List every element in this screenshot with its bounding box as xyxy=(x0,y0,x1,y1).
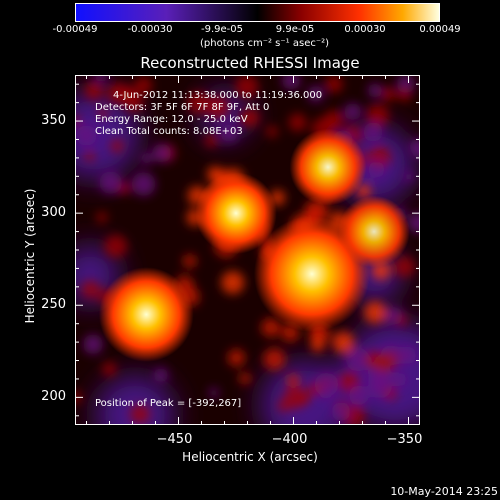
texture-speckle xyxy=(331,402,351,421)
texture-speckle xyxy=(153,367,169,383)
texture-speckle xyxy=(97,107,108,118)
emission-source xyxy=(338,195,410,268)
texture-speckle xyxy=(381,86,397,102)
texture-speckle xyxy=(392,372,407,387)
texture-speckle xyxy=(235,75,259,98)
info-clean-counts: Clean Total counts: 8.08E+03 xyxy=(95,126,243,137)
texture-speckle xyxy=(266,125,278,138)
x-tick-label: −350 xyxy=(386,432,423,447)
texture-speckle xyxy=(394,256,415,278)
texture-speckle xyxy=(363,122,383,142)
texture-speckle xyxy=(403,171,414,182)
info-energy-range: Energy Range: 12.0 - 25.0 keV xyxy=(95,114,248,125)
texture-speckle xyxy=(102,361,117,377)
texture-speckle xyxy=(364,301,387,324)
texture-speckle xyxy=(187,91,210,114)
texture-speckle xyxy=(140,152,153,165)
texture-speckle xyxy=(286,373,300,387)
y-tick-label: 250 xyxy=(41,297,66,313)
texture-speckle xyxy=(84,81,104,100)
timestamp-footer: 10-May-2014 23:25 xyxy=(390,485,498,498)
chart-title: Reconstructed RHESSI Image xyxy=(140,54,360,72)
texture-speckle xyxy=(110,139,124,153)
emission-source xyxy=(98,267,194,362)
texture-speckle xyxy=(206,95,230,119)
texture-speckle xyxy=(130,404,150,424)
texture-speckle xyxy=(407,212,420,234)
texture-speckle xyxy=(134,76,153,95)
texture-speckle xyxy=(94,75,108,83)
texture-speckle xyxy=(307,85,325,103)
texture-speckle xyxy=(366,104,390,128)
texture-speckle xyxy=(221,271,245,294)
texture-speckle xyxy=(364,350,383,369)
texture-speckle xyxy=(282,75,301,90)
texture-speckle xyxy=(288,113,307,132)
texture-speckle xyxy=(83,334,104,355)
texture-speckle xyxy=(319,386,333,400)
texture-speckle xyxy=(120,85,137,102)
texture-speckle xyxy=(398,346,417,365)
texture-speckle xyxy=(349,385,369,406)
texture-speckle xyxy=(239,372,251,385)
texture-speckle xyxy=(344,103,362,121)
texture-speckle xyxy=(263,348,286,371)
texture-speckle xyxy=(76,125,97,146)
x-tick-label: −450 xyxy=(156,432,193,447)
y-axis-label: Heliocentric Y (arcsec) xyxy=(23,188,37,324)
colorbar-unit: (photons cm⁻² s⁻¹ asec⁻²) xyxy=(200,38,330,49)
texture-speckle xyxy=(310,338,325,352)
texture-speckle xyxy=(240,112,252,124)
texture-speckle xyxy=(367,83,383,98)
colorbar-tick-label: -0.00030 xyxy=(127,24,173,35)
x-tick-label: −400 xyxy=(271,432,308,447)
colorbar xyxy=(75,3,440,22)
texture-speckle xyxy=(208,387,219,398)
texture-speckle xyxy=(96,211,108,223)
plot-area xyxy=(75,75,420,425)
peak-position-label: Position of Peak = [-392,267] xyxy=(95,398,242,409)
texture-speckle xyxy=(409,138,420,155)
y-tick-label: 300 xyxy=(41,205,66,221)
texture-speckle xyxy=(152,143,171,163)
texture-speckle xyxy=(397,87,412,102)
texture-speckle xyxy=(325,75,343,93)
texture-speckle xyxy=(81,280,100,299)
texture-speckle xyxy=(307,382,321,396)
texture-speckle xyxy=(131,172,156,197)
texture-speckle xyxy=(183,254,197,268)
texture-speckle xyxy=(368,161,385,178)
texture-speckle xyxy=(277,400,290,412)
emission-source xyxy=(289,128,367,206)
colorbar-tick-label: -9.9e-05 xyxy=(201,24,243,35)
y-tick-label: 200 xyxy=(41,389,66,405)
texture-speckle xyxy=(396,75,416,94)
colorbar-tick-label: 9.9e-05 xyxy=(275,24,315,35)
texture-speckle xyxy=(283,386,307,410)
texture-speckle xyxy=(99,171,122,194)
colorbar-tick-label: -0.00049 xyxy=(52,24,98,35)
purple-region xyxy=(95,375,175,425)
y-tick-label: 350 xyxy=(41,113,66,129)
colorbar-tick-label: 0.00049 xyxy=(419,24,461,35)
texture-speckle xyxy=(204,134,218,148)
texture-speckle xyxy=(84,150,95,162)
texture-speckle xyxy=(261,318,281,338)
texture-speckle xyxy=(396,314,408,326)
texture-speckle xyxy=(346,347,370,372)
emission-source xyxy=(195,172,277,255)
info-time-range: 4-Jun-2012 11:13:38.000 to 11:19:36.000 xyxy=(113,90,323,101)
texture-speckle xyxy=(227,349,246,367)
texture-speckle xyxy=(220,124,238,142)
colorbar-tick-label: 0.00030 xyxy=(344,24,386,35)
texture-speckle xyxy=(332,331,355,354)
texture-speckle xyxy=(104,234,128,258)
info-detectors: Detectors: 3F 5F 6F 7F 8F 9F, Att 0 xyxy=(95,102,270,113)
x-axis-label: Heliocentric X (arcsec) xyxy=(182,450,318,464)
